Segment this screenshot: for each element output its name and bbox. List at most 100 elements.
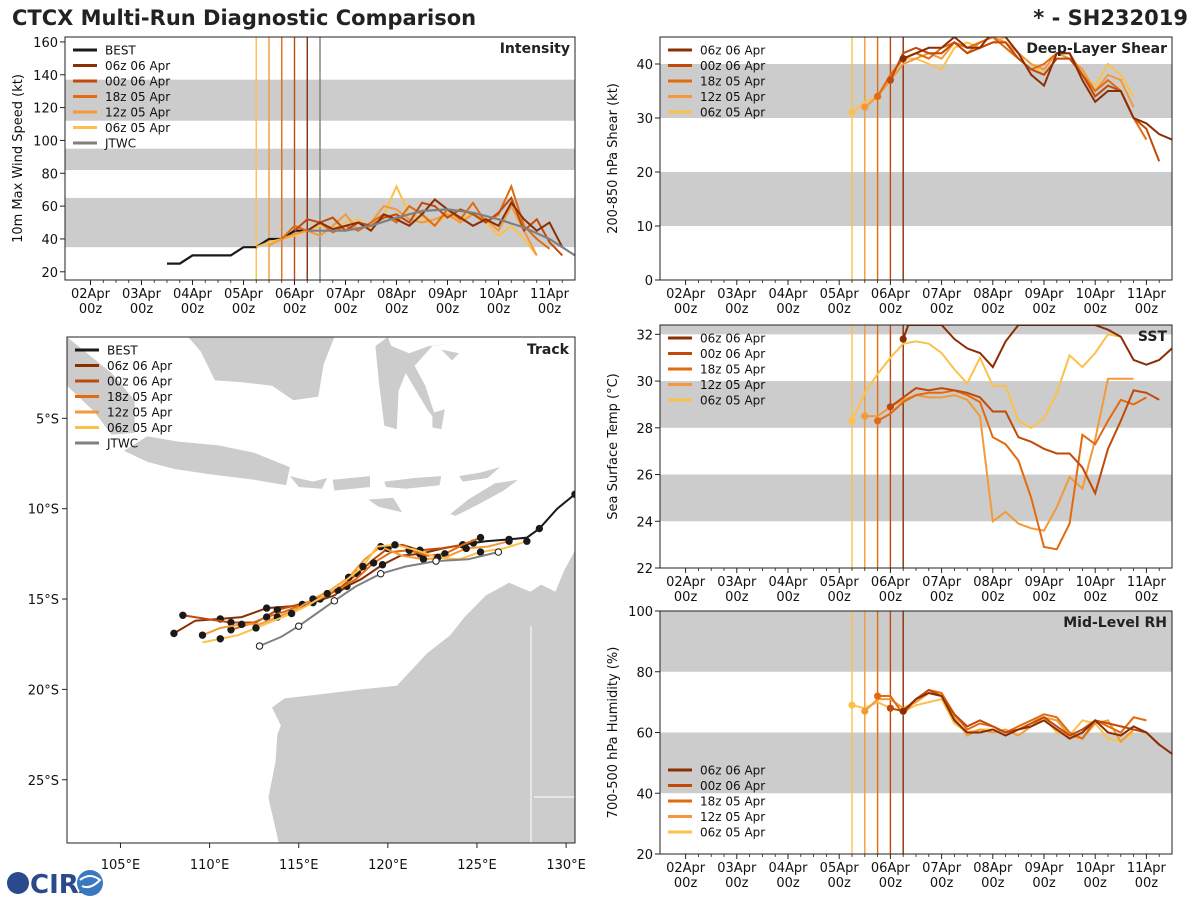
series-line-jtwc (307, 208, 575, 257)
land-sumba (368, 497, 403, 513)
x-tick-hour-label: 00z (436, 302, 460, 317)
x-tick-day-label: 09Apr (1024, 575, 1064, 590)
land-sulawesi (375, 337, 447, 430)
x-tick-hour-label: 00z (776, 876, 800, 891)
x-tick-hour-label: 00z (1135, 876, 1159, 891)
y-tick-label: 22 (636, 562, 653, 577)
x-tick-hour-label: 00z (181, 302, 205, 317)
shaded-band (660, 611, 1172, 672)
rh-panel: 2040608010002Apr00z03Apr00z04Apr00z05Apr… (606, 605, 1173, 891)
series-group (848, 688, 1172, 755)
x-tick-day-label: 07Apr (922, 861, 962, 876)
legend-label-00z-06-apr: 00z 06 Apr (700, 347, 765, 361)
x-tick-day-label: 08Apr (973, 861, 1013, 876)
series-line-06z-06-apr (306, 198, 564, 248)
x-tick-day-label: 03Apr (717, 287, 757, 302)
series-line-00z-06-apr (890, 688, 1160, 746)
track-point-18z-05-apr (476, 533, 485, 542)
series-line-18z-05-apr (876, 37, 1148, 141)
legend-label-06z-05-apr: 06z 05 Apr (700, 826, 765, 840)
track-point-12z-05-apr (505, 537, 513, 545)
x-tick-day-label: 03Apr (717, 575, 757, 590)
lon-tick-label: 115°E (279, 858, 319, 873)
x-tick-day-label: 07Apr (922, 575, 962, 590)
land-buton-islands (432, 409, 445, 430)
track-point-06z-05-apr (523, 537, 531, 545)
land-sumatra-tip (67, 337, 135, 435)
legend-label-06z-06-apr: 06z 06 Apr (107, 359, 172, 373)
legend-label-best: BEST (105, 44, 136, 58)
x-tick-hour-label: 00z (879, 590, 903, 605)
legend-label-06z-05-apr: 06z 05 Apr (105, 121, 170, 135)
x-tick-day-label: 10Apr (479, 287, 519, 302)
x-tick-hour-label: 00z (776, 590, 800, 605)
land-layer (67, 337, 575, 843)
x-tick-hour-label: 00z (283, 302, 307, 317)
series-group (848, 325, 1172, 551)
panel-title: Track (527, 342, 570, 358)
series-start-marker-06z-06-apr (899, 335, 907, 343)
legend-label-00z-06-apr: 00z 06 Apr (107, 375, 172, 389)
x-tick-day-label: 06Apr (275, 287, 315, 302)
series-group (167, 183, 575, 265)
series-group (848, 37, 1172, 162)
y-tick-label: 40 (41, 233, 58, 248)
x-tick-hour-label: 00z (334, 302, 358, 317)
shaded-band (660, 172, 1172, 226)
x-tick-day-label: 04Apr (173, 287, 213, 302)
intensity-panel: 2040608010012014016002Apr00z03Apr00z04Ap… (11, 36, 576, 317)
series-line-06z-05-apr (851, 333, 1121, 429)
track-point-jtwc (255, 642, 264, 650)
legend-label-06z-05-apr: 06z 05 Apr (700, 106, 765, 120)
x-tick-day-label: 08Apr (377, 287, 417, 302)
land-java (124, 436, 290, 486)
cira-logo: CIRA (7, 870, 103, 900)
x-tick-hour-label: 00z (232, 302, 256, 317)
series-start-marker-06z-05-apr (848, 109, 856, 117)
x-tick-hour-label: 00z (1084, 590, 1108, 605)
x-tick-hour-label: 00z (79, 302, 103, 317)
land-alor-wetar (459, 467, 501, 482)
lon-tick-label: 130°E (546, 858, 586, 873)
series-line-06z-06-apr (902, 691, 1172, 755)
track-point-12z-05-apr (419, 555, 428, 563)
series-line-12z-05-apr (864, 37, 1135, 108)
land-sumbawa (332, 476, 370, 491)
x-tick-hour-label: 00z (725, 876, 749, 891)
track-point-06z-05-apr (252, 624, 260, 632)
land-flores (384, 476, 442, 489)
panel-title: SST (1138, 329, 1168, 345)
figure-title: CTCX Multi-Run Diagnostic Comparison (12, 6, 476, 30)
shaded-band (660, 732, 1172, 794)
track-point-06z-06-apr (262, 604, 271, 612)
y-axis-label: 10m Max Wind Speed (kt) (11, 74, 26, 243)
lon-tick-label: 105°E (101, 858, 141, 873)
lat-tick-label: 25°S (28, 774, 59, 789)
series-start-marker-18z-05-apr (874, 92, 882, 100)
shaded-band (660, 474, 1172, 522)
series-start-marker-18z-05-apr (874, 692, 882, 700)
track-line-jtwc (259, 551, 499, 647)
x-tick-day-label: 04Apr (768, 575, 808, 590)
x-tick-hour-label: 00z (930, 302, 954, 317)
series-line-00z-06-apr (889, 387, 1160, 496)
x-tick-hour-label: 00z (879, 302, 903, 317)
x-tick-day-label: 05Apr (224, 287, 264, 302)
x-tick-hour-label: 00z (828, 302, 852, 317)
track-point-06z-05-apr (216, 635, 224, 643)
track-point-12z-05-apr (198, 631, 207, 639)
x-tick-hour-label: 00z (981, 876, 1005, 891)
x-tick-day-label: 09Apr (428, 287, 468, 302)
track-point-18z-05-apr (262, 613, 271, 621)
x-tick-day-label: 04Apr (768, 287, 808, 302)
x-tick-day-label: 08Apr (973, 575, 1013, 590)
legend-label-06z-06-apr: 06z 06 Apr (700, 764, 765, 778)
track-point-00z-06-apr (273, 606, 282, 614)
y-tick-label: 160 (33, 36, 58, 51)
x-tick-hour-label: 00z (1032, 302, 1056, 317)
x-tick-hour-label: 00z (674, 876, 698, 891)
y-tick-label: 24 (636, 515, 653, 530)
legend-label-00z-06-apr: 00z 06 Apr (700, 779, 765, 793)
lat-tick-label: 5°S (36, 412, 59, 427)
